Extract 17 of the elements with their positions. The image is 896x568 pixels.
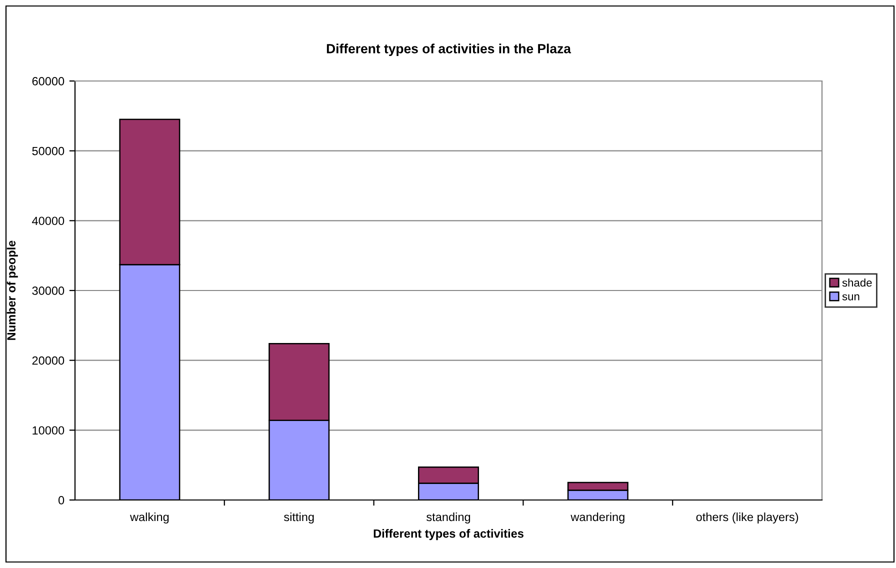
x-tick-label: wandering: [570, 512, 624, 524]
chart-title: Different types of activities in the Plaza: [326, 44, 572, 56]
x-tick-label: walking: [130, 512, 169, 524]
y-tick-label: 0: [58, 496, 64, 504]
x-tick-label: sitting: [284, 512, 314, 524]
y-axis-title: Number of people: [6, 240, 18, 340]
y-tick-label: 30000: [32, 286, 64, 295]
x-axis-title: Different types of activities: [374, 529, 524, 540]
legend-label: shade: [842, 278, 872, 287]
y-tick-label: 10000: [32, 426, 64, 435]
y-tick-label: 20000: [32, 356, 64, 365]
x-tick-label: others (like players): [696, 512, 798, 524]
y-tick-label: 40000: [32, 216, 64, 226]
y-tick-label: 60000: [32, 77, 64, 86]
legend-label: sun: [842, 294, 860, 300]
y-tick-label: 50000: [32, 146, 64, 156]
x-tick-label: standing: [426, 512, 470, 524]
